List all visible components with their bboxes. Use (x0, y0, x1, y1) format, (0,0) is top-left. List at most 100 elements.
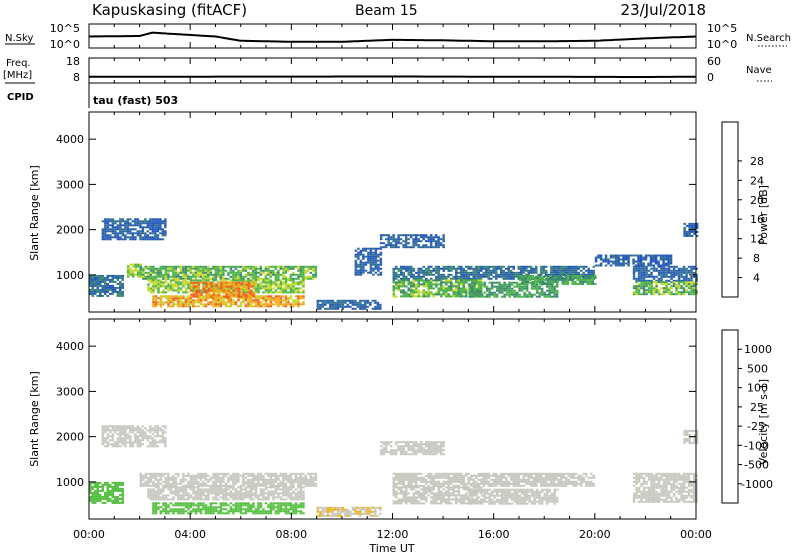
heatmap-cell (214, 482, 218, 485)
heatmap-cell (500, 265, 503, 268)
heatmap-cell (162, 265, 165, 268)
heatmap-cell (104, 501, 107, 504)
heatmap-cell (114, 499, 117, 502)
heatmap-cell (437, 279, 440, 282)
heatmap-cell (212, 273, 215, 276)
heatmap-cell (214, 275, 218, 278)
heatmap-cell (192, 299, 195, 302)
heatmap-cell (645, 283, 648, 286)
heatmap-cell (101, 230, 105, 233)
heatmap-cell (341, 305, 345, 308)
heatmap-cell (359, 273, 363, 276)
heatmap-cell (485, 287, 489, 290)
heatmap-cell (179, 271, 183, 274)
heatmap-cell (472, 277, 475, 280)
heatmap-cell (124, 431, 127, 434)
heatmap-cell (279, 279, 283, 282)
freq-left-unit: [MHz] (3, 70, 32, 81)
heatmap-cell (362, 247, 365, 250)
heatmap-cell (121, 497, 124, 500)
heatmap-cell (144, 277, 148, 280)
heatmap-cell (274, 283, 278, 286)
heatmap-cell (264, 480, 268, 483)
heatmap-cell (252, 492, 255, 495)
heatmap-cell (162, 267, 165, 270)
heatmap-cell (232, 472, 235, 475)
heatmap-cell (652, 281, 656, 284)
heatmap-cell (392, 267, 395, 270)
heatmap-cell (182, 478, 185, 481)
heatmap-cell (539, 276, 542, 279)
heatmap-cell (314, 269, 318, 272)
heatmap-cell (445, 291, 448, 294)
heatmap-cell (287, 474, 290, 477)
heatmap-cell (119, 224, 122, 227)
heatmap-cell (192, 275, 195, 278)
heatmap-cell (677, 281, 681, 284)
heatmap-cell (284, 267, 288, 270)
heatmap-cell (372, 255, 375, 258)
heatmap-cell (151, 427, 155, 430)
heatmap-cell (351, 506, 355, 509)
heatmap-cell (555, 269, 558, 272)
heatmap-cell (157, 291, 160, 294)
heatmap-cell (101, 495, 104, 498)
heatmap-cell (675, 271, 678, 274)
heatmap-cell (91, 276, 94, 279)
heatmap-cell (642, 275, 646, 278)
heatmap-cell (635, 267, 638, 270)
heatmap-cell (244, 273, 248, 276)
heatmap-cell (101, 276, 104, 279)
heatmap-cell (214, 508, 218, 511)
heatmap-cell (594, 276, 597, 279)
heatmap-cell (274, 492, 278, 495)
heatmap-cell (91, 290, 94, 293)
heatmap-cell (356, 512, 360, 515)
heatmap-cell (392, 271, 395, 274)
heatmap-cell (447, 295, 450, 298)
heatmap-cell (119, 439, 122, 442)
heatmap-cell (126, 226, 130, 229)
heatmap-cell (364, 301, 367, 304)
heatmap-cell (384, 244, 388, 247)
heatmap-cell (212, 486, 215, 489)
heatmap-cell (229, 484, 233, 487)
heatmap-cell (259, 305, 263, 308)
heatmap-cell (219, 512, 223, 515)
heatmap-cell (334, 512, 337, 515)
heatmap-cell (224, 512, 228, 515)
heatmap-cell (194, 277, 198, 280)
heatmap-cell (379, 257, 383, 260)
heatmap-cell (287, 508, 290, 511)
heatmap-cell (640, 281, 643, 284)
heatmap-cell (422, 273, 425, 276)
heatmap-cell (254, 482, 258, 485)
heatmap-cell (194, 510, 198, 513)
heatmap-cell (274, 267, 278, 270)
heatmap-cell (517, 275, 520, 278)
heatmap-cell (417, 293, 420, 296)
heatmap-cell (139, 435, 142, 438)
heatmap-cell (660, 265, 663, 268)
heatmap-cell (126, 236, 130, 239)
heatmap-cell (262, 476, 265, 479)
heatmap-cell (262, 279, 265, 282)
heatmap-cell (546, 276, 549, 279)
heatmap-cell (217, 269, 220, 272)
freq-left-label: Freq. (6, 58, 31, 69)
heatmap-cell (272, 496, 275, 499)
heatmap-cell (202, 305, 205, 308)
heatmap-cell (147, 285, 150, 288)
heatmap-cell (567, 273, 570, 276)
heatmap-cell (169, 281, 173, 284)
heatmap-cell (274, 301, 278, 304)
heatmap-cell (642, 285, 646, 288)
heatmap-cell (586, 280, 589, 283)
heatmap-cell (264, 482, 268, 485)
heatmap-cell (354, 506, 357, 509)
heatmap-cell (400, 281, 403, 284)
heatmap-cell (139, 439, 142, 442)
heatmap-cell (502, 275, 505, 278)
heatmap-cell (525, 283, 529, 286)
heatmap-cell (294, 480, 298, 483)
